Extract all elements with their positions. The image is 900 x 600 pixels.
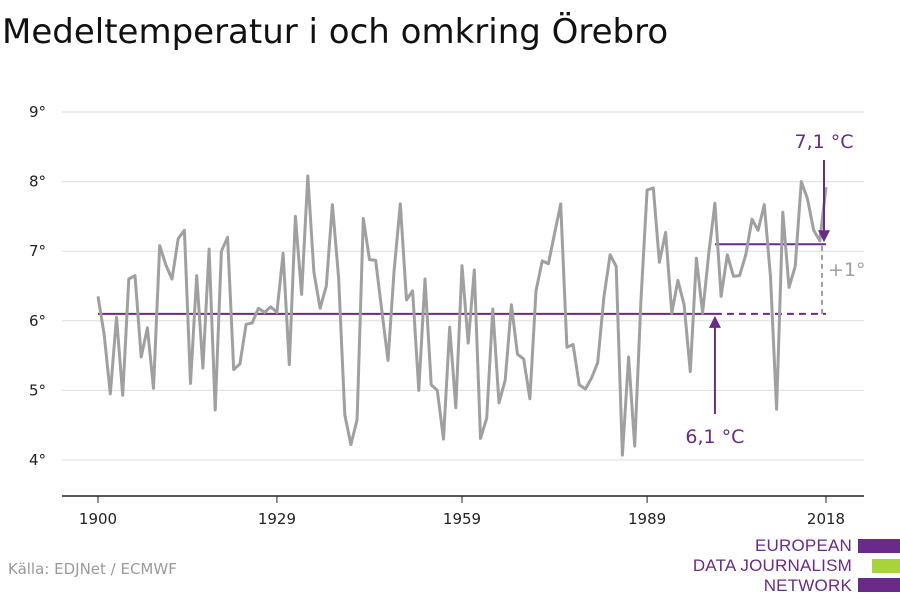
x-tick-label: 1959	[443, 510, 481, 528]
recent-label: 7,1 °C	[794, 131, 853, 153]
baseline-label: 6,1 °C	[685, 426, 744, 448]
temperature-series-line	[96, 174, 828, 457]
logo-bar-top	[858, 539, 900, 553]
y-tick-label: 9°	[29, 103, 46, 121]
y-tick-label: 8°	[29, 173, 46, 191]
x-tick-label: 1929	[258, 510, 296, 528]
arrow-head-baseline	[708, 315, 721, 328]
logo-text: EUROPEAN DATA JOURNALISM NETWORK	[693, 536, 852, 596]
logo-line-1: EUROPEAN	[754, 536, 852, 555]
reference-lines	[98, 243, 826, 315]
logo-bar-middle	[872, 559, 900, 573]
x-tick-label: 1900	[79, 510, 117, 528]
series-layer	[96, 174, 828, 457]
y-tick-label: 6°	[29, 312, 46, 330]
y-tick-label: 4°	[29, 451, 46, 469]
edjnet-logo: EUROPEAN DATA JOURNALISM NETWORK	[693, 536, 900, 596]
logo-bar-bottom	[858, 578, 900, 592]
grid-lines	[62, 111, 864, 461]
tick-labels: 4° 5° 6° 7° 8° 9° 1900 1929 1959 1989 2018	[29, 103, 845, 528]
chart-title: Medeltemperatur i och omkring Örebro	[2, 12, 669, 52]
arrow-head-recent	[818, 230, 830, 243]
source-note: Källa: EDJNet / ECMWF	[8, 560, 177, 578]
x-tick-label: 1989	[628, 510, 666, 528]
x-axis	[62, 495, 864, 503]
y-tick-label: 7°	[29, 242, 46, 260]
x-tick-label: 2018	[807, 510, 845, 528]
logo-line-2: DATA JOURNALISM	[692, 556, 852, 575]
y-tick-label: 5°	[29, 381, 46, 399]
delta-label: +1°	[828, 259, 866, 281]
annotations: +1° 6,1 °C 7,1 °C	[685, 131, 865, 448]
logo-line-3: NETWORK	[763, 576, 852, 595]
